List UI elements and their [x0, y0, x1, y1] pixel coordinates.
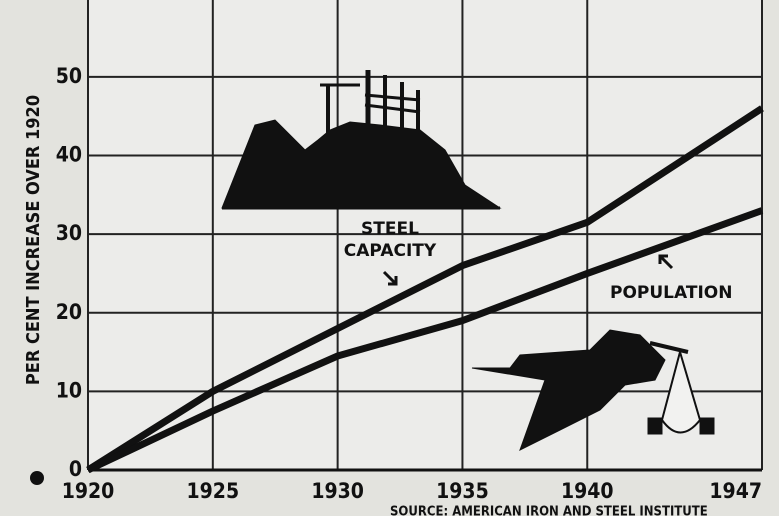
series-label: POPULATION: [610, 282, 730, 304]
x-tick-label: 1920: [62, 479, 115, 503]
y-tick-label: 40: [56, 143, 82, 167]
x-tick-label: 1925: [187, 479, 240, 503]
y-tick-label: 0: [69, 457, 82, 481]
x-tick-label: 1930: [311, 479, 364, 503]
x-tick-label: 1940: [561, 479, 614, 503]
bullet-dot: [30, 471, 44, 485]
x-tick-label: 1935: [436, 479, 489, 503]
y-axis-label: PER CENT INCREASE OVER 1920: [23, 95, 44, 385]
y-tick-label: 10: [56, 378, 82, 402]
series-label: STEEL CAPACITY: [335, 218, 445, 262]
y-tick-label: 50: [56, 64, 82, 88]
page: PER CENT INCREASE OVER 1920 SOURCE: AMER…: [0, 0, 779, 516]
y-tick-label: 30: [56, 221, 82, 245]
x-tick-label: 1947: [709, 479, 762, 503]
y-tick-label: 20: [56, 300, 82, 324]
source-note: SOURCE: AMERICAN IRON AND STEEL INSTITUT…: [390, 505, 708, 516]
